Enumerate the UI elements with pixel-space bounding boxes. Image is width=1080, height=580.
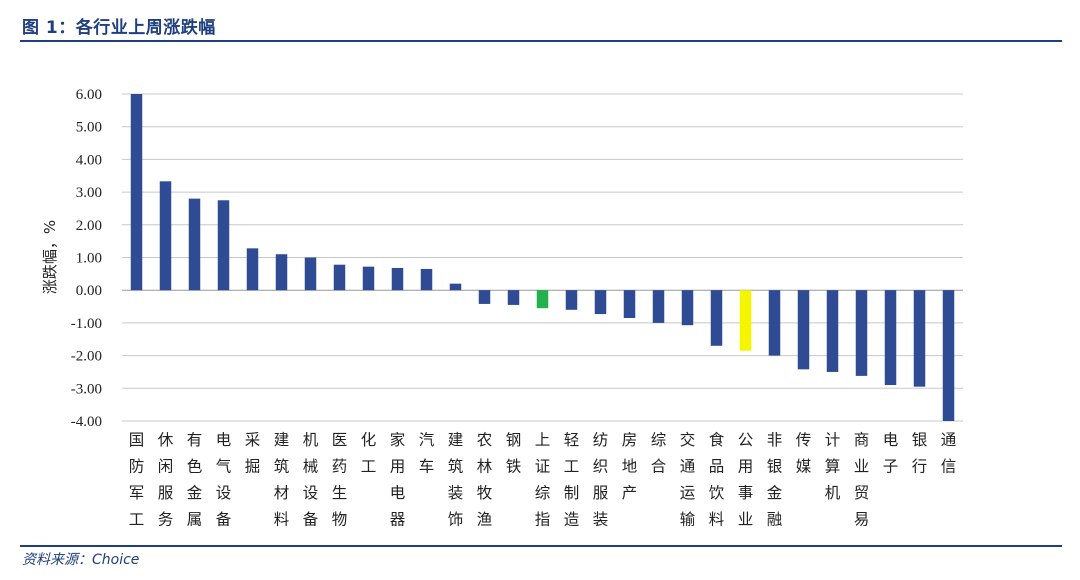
bar — [304, 257, 317, 291]
bar — [130, 94, 143, 291]
y-axis-label: 涨跌幅，% — [41, 220, 59, 294]
bar — [710, 290, 723, 346]
category-label: 上证综指 — [535, 431, 551, 529]
y-tick-label: 5.00 — [76, 120, 102, 136]
bar — [681, 290, 694, 326]
category-label: 非银金融 — [767, 431, 783, 529]
category-label: 公用事业 — [738, 431, 754, 529]
y-tick-label: 0.00 — [76, 283, 102, 299]
y-tick-label: 6.00 — [76, 87, 102, 103]
bar — [420, 268, 433, 291]
category-label: 通信 — [941, 431, 957, 476]
category-label: 建筑装饰 — [448, 431, 464, 529]
category-label: 食品饮料 — [709, 431, 725, 529]
y-tick-label: 2.00 — [76, 218, 102, 234]
category-label: 纺织服装 — [593, 431, 609, 529]
bar — [797, 290, 810, 370]
category-label: 休闲服务 — [158, 431, 174, 529]
bar — [768, 290, 781, 356]
chart-title: 图 1：各行业上周涨跌幅 — [22, 18, 216, 38]
bar — [623, 290, 636, 318]
category-label: 房地产 — [622, 431, 638, 502]
bar — [536, 290, 549, 309]
category-label: 机械设备 — [303, 431, 319, 529]
category-label: 汽车 — [419, 431, 435, 476]
category-label: 家用电器 — [390, 431, 406, 529]
bar — [884, 290, 897, 386]
header-divider — [20, 40, 1062, 42]
bar — [565, 290, 578, 310]
bar — [391, 267, 404, 291]
category-label: 化工 — [361, 431, 377, 476]
category-label: 采掘 — [245, 431, 261, 476]
bar — [159, 181, 172, 291]
bar — [478, 290, 491, 304]
y-tick-label: -3.00 — [71, 381, 102, 397]
bar — [826, 290, 839, 372]
category-label: 有色金属 — [187, 431, 203, 529]
source-note: 资料来源：Choice — [22, 552, 140, 568]
category-label: 综合 — [651, 431, 667, 476]
y-tick-label: -1.00 — [71, 316, 102, 332]
bar — [507, 290, 520, 305]
category-label: 电子 — [883, 431, 899, 476]
bar — [449, 283, 462, 291]
bar — [855, 290, 868, 376]
bar — [594, 290, 607, 315]
y-tick-label: 1.00 — [76, 251, 102, 267]
bar — [739, 290, 752, 351]
category-label: 轻工制造 — [564, 431, 580, 529]
bar — [913, 290, 926, 387]
category-label: 农林牧渔 — [477, 431, 493, 529]
bar — [362, 266, 375, 291]
category-label: 医药生物 — [332, 431, 348, 529]
footer-divider — [20, 545, 1062, 547]
bar — [275, 254, 288, 291]
y-tick-label: -2.00 — [71, 349, 102, 365]
category-label: 商业贸易 — [854, 431, 870, 529]
bar — [217, 200, 230, 291]
category-label: 计算机 — [825, 431, 841, 502]
bar — [188, 198, 201, 291]
y-tick-label: 4.00 — [76, 152, 102, 168]
category-label: 建筑材料 — [274, 431, 290, 529]
bar — [246, 248, 259, 291]
category-label: 交通运输 — [680, 431, 696, 529]
category-label: 电气设备 — [216, 431, 232, 529]
y-tick-label: -4.00 — [71, 414, 102, 430]
bar-chart: 6.00 5.00 4.00 3.00 2.00 1.00 0.00 -1.00 -2.00 -3… — [41, 87, 963, 529]
bar — [942, 290, 955, 421]
category-label: 国防军工 — [129, 431, 145, 529]
y-tick-label: 3.00 — [76, 185, 102, 201]
category-label: 传媒 — [796, 431, 812, 476]
bar — [652, 290, 665, 323]
category-label: 银行 — [912, 431, 928, 476]
bar — [333, 264, 346, 291]
category-label: 钢铁 — [506, 431, 522, 476]
